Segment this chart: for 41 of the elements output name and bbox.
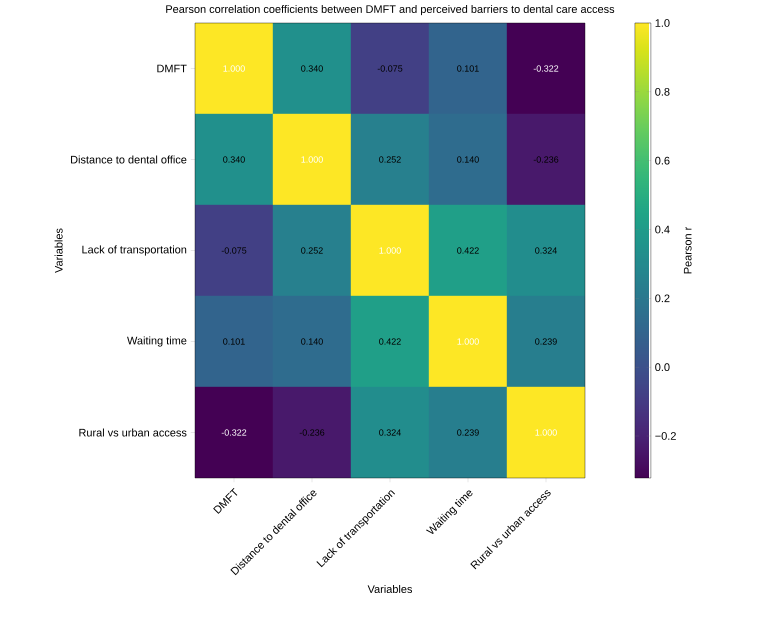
y-tick-label: Rural vs urban access: [79, 428, 186, 437]
data-label: 0.340: [223, 156, 245, 163]
color-bar-title: Pearson r: [684, 226, 692, 274]
data-label: 0.101: [457, 65, 479, 72]
color-bar-label: 0.2: [655, 294, 670, 302]
y-axis-title: Variables: [54, 228, 63, 273]
data-label: 1.000: [301, 156, 323, 163]
data-label: 0.101: [223, 338, 245, 345]
data-label: 0.422: [457, 247, 479, 254]
y-tick-label: Waiting time: [127, 336, 186, 347]
data-label: -0.075: [222, 247, 246, 254]
color-bar-label: −0.2: [655, 432, 676, 440]
data-label: 0.239: [457, 429, 479, 436]
data-label: -0.322: [222, 429, 246, 436]
y-tick-label: DMFT: [157, 64, 187, 72]
data-label: 0.324: [535, 247, 557, 254]
color-bar-label: 0.0: [655, 363, 670, 372]
data-label: 1.000: [535, 429, 557, 436]
data-label: 0.239: [535, 338, 557, 345]
data-label: -0.236: [300, 429, 324, 436]
data-label: 1.000: [223, 65, 245, 72]
x-axis-title: Variables: [368, 584, 412, 594]
data-label: 0.422: [379, 338, 401, 345]
data-label: 0.140: [457, 156, 479, 163]
data-label: -0.322: [534, 65, 558, 72]
data-label: 0.140: [301, 338, 323, 345]
data-label: -0.075: [378, 65, 402, 72]
data-label: 0.252: [301, 247, 323, 254]
y-tick-label: Lack of transportation: [82, 245, 186, 256]
color-bar-label: 0.6: [655, 156, 670, 165]
color-bar-label: 0.4: [655, 226, 670, 234]
data-label: 1.000: [379, 247, 401, 254]
color-bar-label: 0.8: [655, 88, 670, 96]
data-label: 0.340: [301, 65, 323, 72]
data-label: -0.236: [534, 156, 558, 163]
data-label: 1.000: [457, 338, 479, 345]
data-label: 0.252: [379, 156, 401, 163]
chart-title: Pearson correlation coefficients between DMFT and perceived barriers to dental care access: [166, 4, 614, 16]
y-tick-label: Distance to dental office: [71, 155, 186, 164]
data-label: 0.324: [379, 429, 401, 436]
color-bar-label: 1.0: [656, 19, 670, 27]
